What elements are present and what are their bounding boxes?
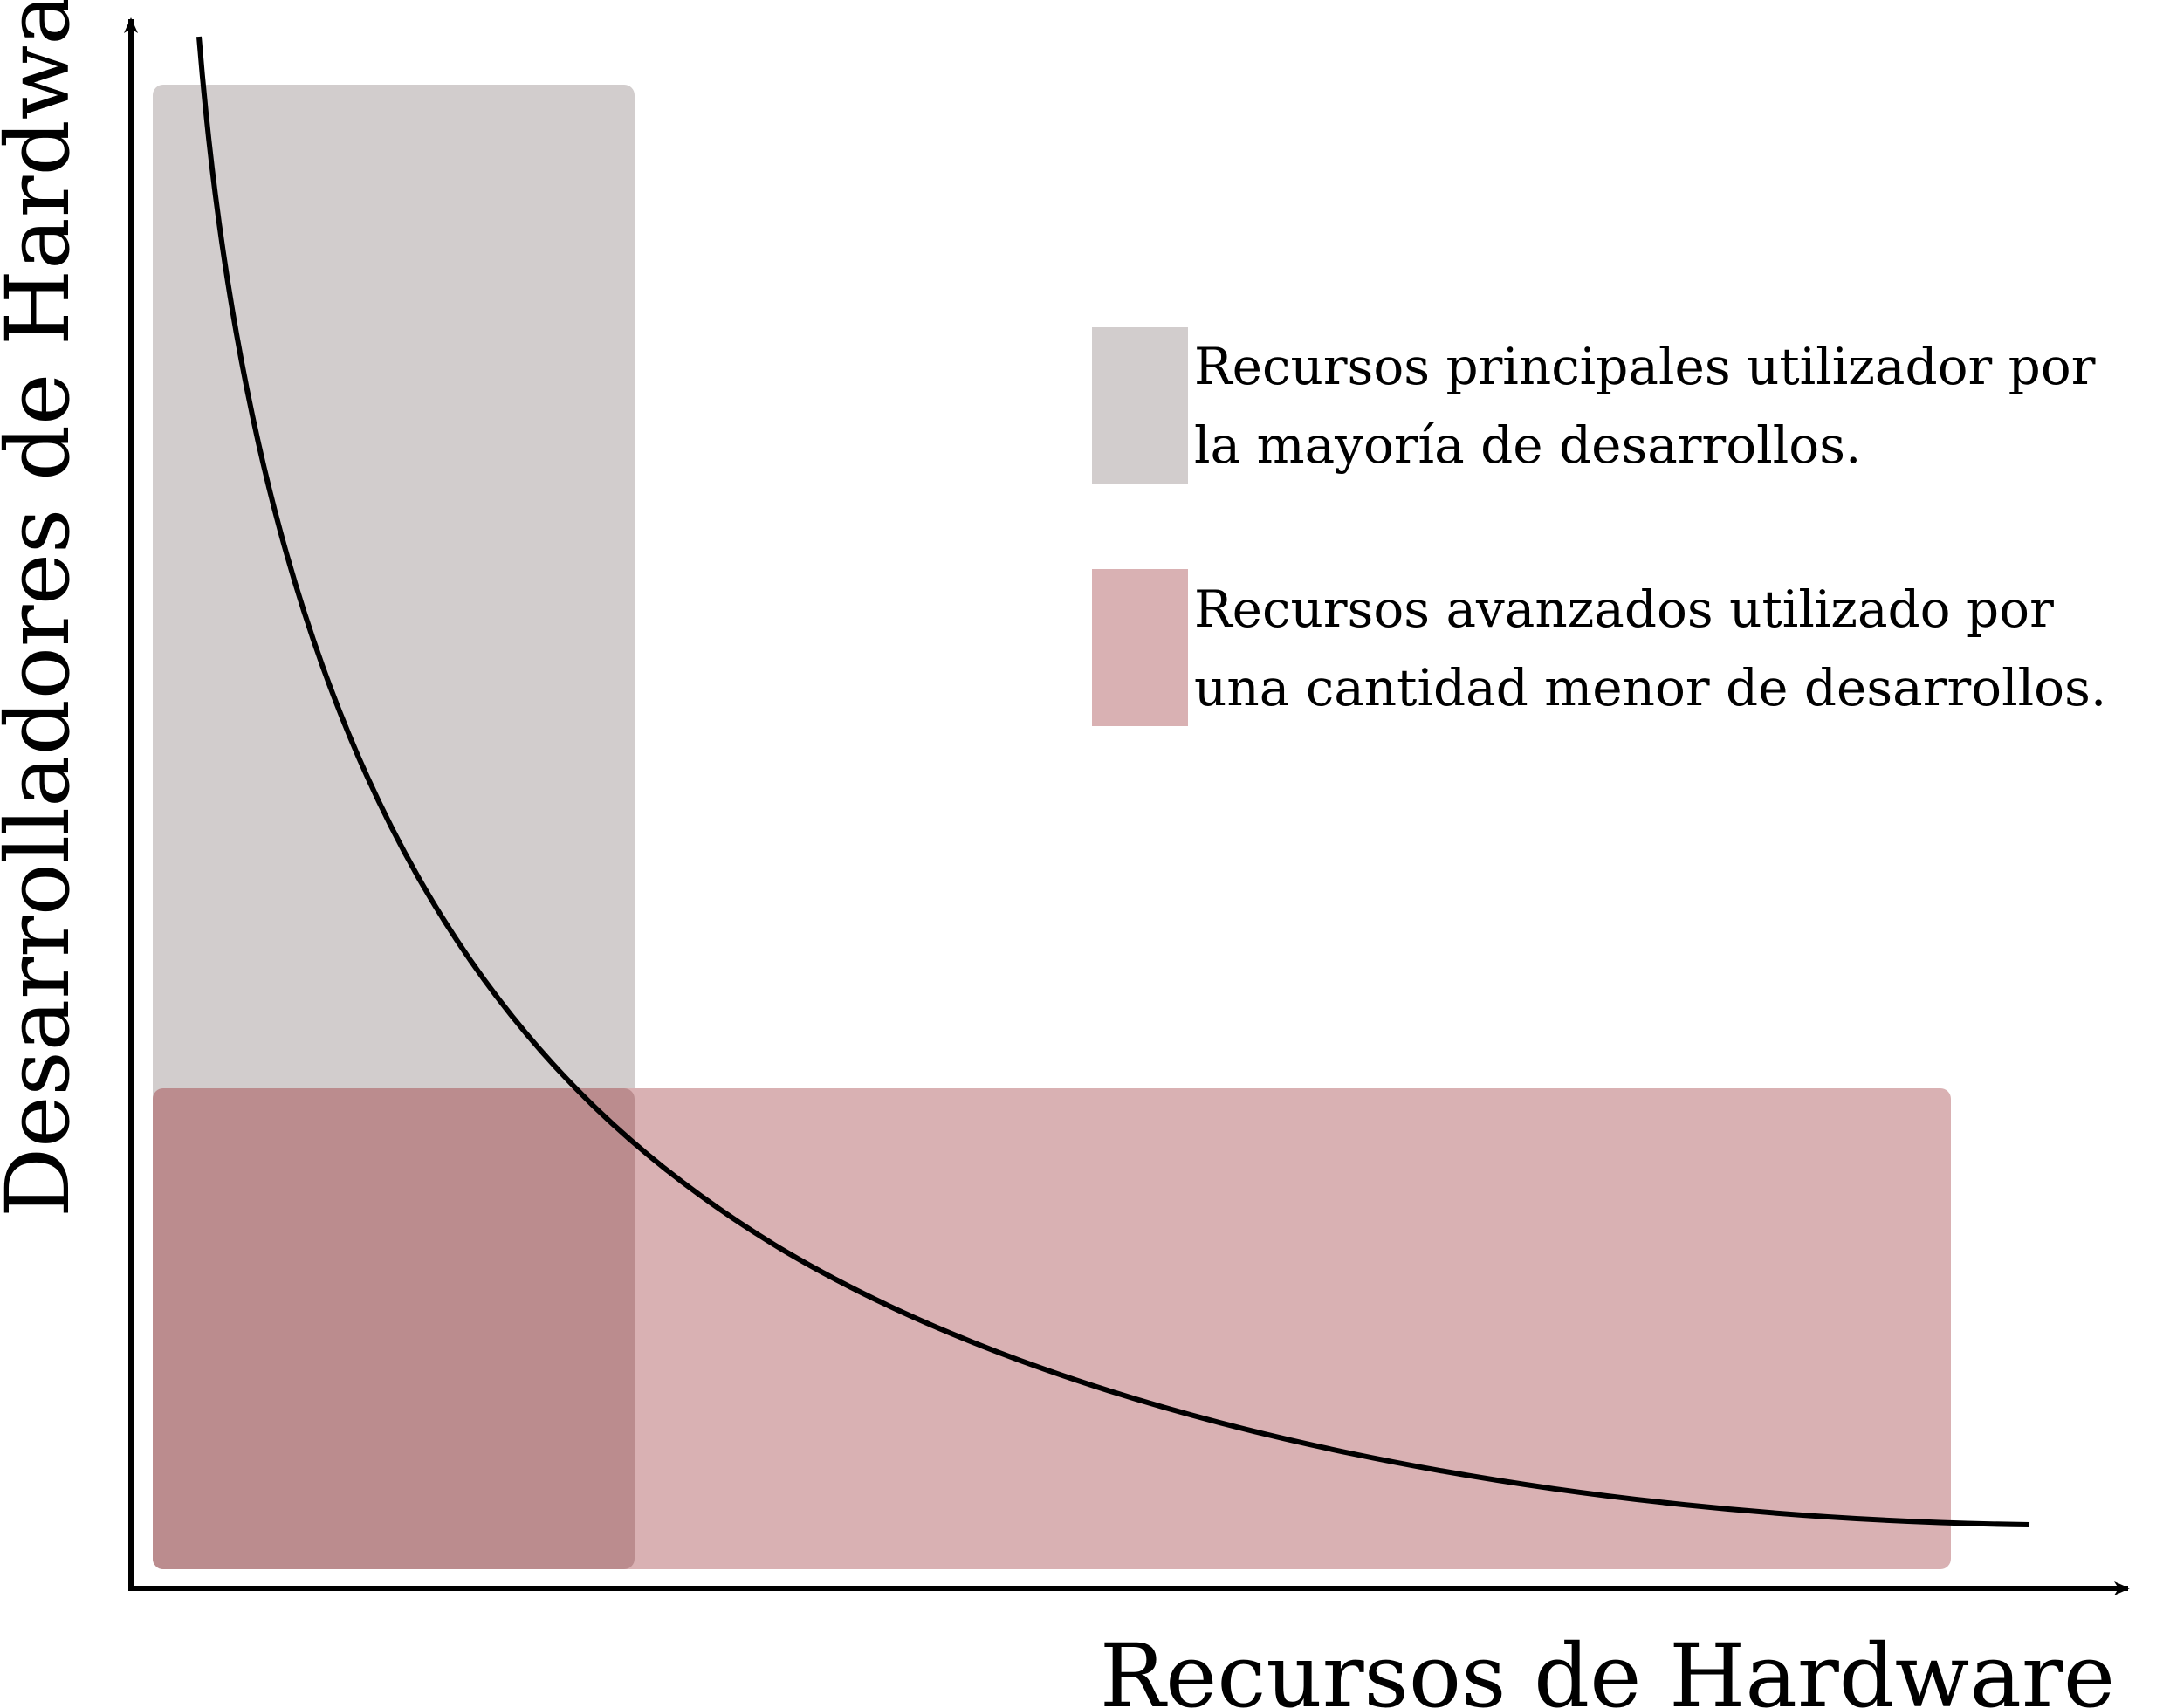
legend-swatch-advanced <box>1092 569 1188 726</box>
overlap-region <box>153 1088 635 1569</box>
legend-advanced-line2: una cantidad menor de desarrollos. <box>1194 658 2106 717</box>
legend-main-line1: Recursos principales utilizador por <box>1194 337 2096 396</box>
legend-main-line2: la mayoría de desarrollos. <box>1194 415 1861 475</box>
y-axis-label: Desarrolladores de Hardware <box>0 0 89 1218</box>
legend-swatch-main <box>1092 327 1188 484</box>
demand-curve <box>196 36 2030 1527</box>
x-axis-label: Recursos de Hardware <box>1100 1625 2115 1708</box>
legend-advanced-line1: Recursos avanzados utilizado por <box>1194 580 2054 639</box>
